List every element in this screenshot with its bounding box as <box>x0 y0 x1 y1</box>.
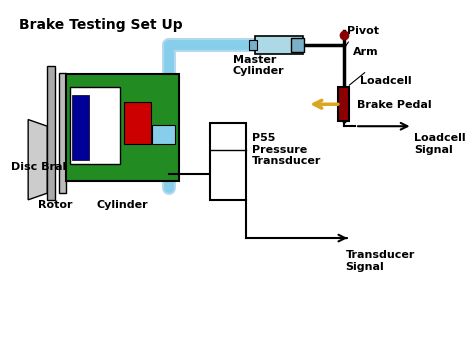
Text: Rotor: Rotor <box>38 200 72 210</box>
Bar <box>249 40 256 50</box>
Text: Arm: Arm <box>353 47 379 57</box>
Bar <box>291 38 304 52</box>
Bar <box>153 125 175 144</box>
Text: Loadcell
Signal: Loadcell Signal <box>414 133 466 155</box>
Text: Loadcell: Loadcell <box>360 76 411 86</box>
Text: Disc Brake: Disc Brake <box>11 162 77 172</box>
Text: Brake Testing Set Up: Brake Testing Set Up <box>18 18 182 32</box>
Text: Brake
Fluid: Brake Fluid <box>137 91 173 112</box>
Text: Master
Cylinder: Master Cylinder <box>233 54 284 76</box>
Text: Transducer
Signal: Transducer Signal <box>346 251 415 272</box>
Bar <box>72 95 89 160</box>
Bar <box>210 123 246 200</box>
Bar <box>70 87 120 164</box>
Bar <box>47 66 55 200</box>
Text: Pivot: Pivot <box>347 26 380 36</box>
Bar <box>255 36 302 54</box>
Text: Cylinder: Cylinder <box>97 200 149 210</box>
Bar <box>338 87 349 121</box>
Bar <box>66 74 179 181</box>
Bar <box>59 73 66 193</box>
Text: Brake Pedal: Brake Pedal <box>357 101 432 110</box>
Text: P55
Pressure
Transducer: P55 Pressure Transducer <box>252 133 321 166</box>
Bar <box>124 102 151 144</box>
Polygon shape <box>28 120 47 200</box>
